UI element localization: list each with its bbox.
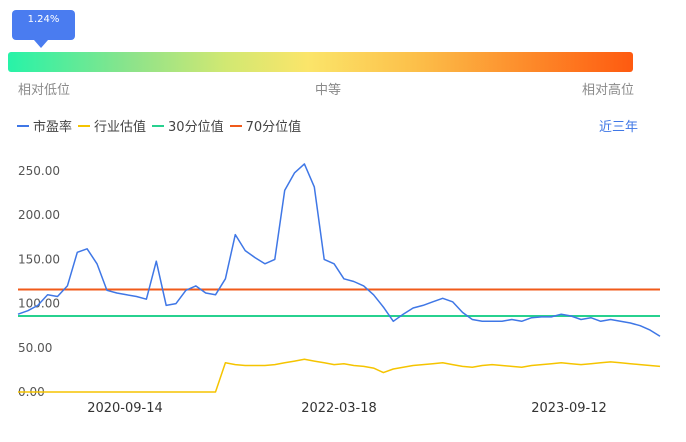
gradient-label-high: 相对高位 — [582, 83, 635, 98]
series-line-industry — [18, 358, 661, 393]
legend-swatch-industry — [78, 124, 91, 127]
gradient-label-low: 相对低位 — [18, 83, 71, 98]
chart-legend: 市盈率 行业估值 30分位值 70分位值 — [17, 116, 307, 135]
series-line-pe — [17, 163, 661, 337]
legend-label-industry: 行业估值 — [94, 120, 147, 135]
x-tick-label: 2023-09-12 — [531, 401, 607, 416]
legend-item-industry[interactable]: 行业估值 — [78, 116, 146, 135]
range-selector-button[interactable]: 近三年 — [599, 120, 639, 135]
gradient-label-mid: 中等 — [315, 83, 342, 98]
legend-label-p70: 70分位值 — [245, 120, 302, 135]
legend-item-p70[interactable]: 70分位值 — [229, 116, 302, 135]
legend-swatch-p30 — [152, 124, 165, 127]
y-tick-label: 50.00 — [18, 341, 52, 355]
y-tick-label: 250.00 — [18, 164, 60, 178]
x-tick-label: 2022-03-18 — [301, 401, 377, 416]
valuation-gradient-bar — [8, 52, 633, 72]
legend-label-p30: 30分位值 — [168, 120, 224, 135]
tooltip-pointer — [34, 40, 48, 48]
legend-swatch-p70 — [229, 124, 242, 127]
legend-item-p30[interactable]: 30分位值 — [152, 116, 224, 135]
y-tick-label: 150.00 — [18, 252, 60, 266]
legend-label-pe: 市盈率 — [33, 120, 73, 135]
indicator-value-tooltip: 1.24% — [12, 10, 75, 40]
indicator-value: 1.24% — [27, 14, 60, 25]
legend-swatch-pe — [17, 124, 29, 127]
y-tick-label: 200.00 — [18, 208, 60, 222]
x-tick-label: 2020-09-14 — [87, 401, 163, 416]
legend-item-pe[interactable]: 市盈率 — [17, 116, 72, 135]
